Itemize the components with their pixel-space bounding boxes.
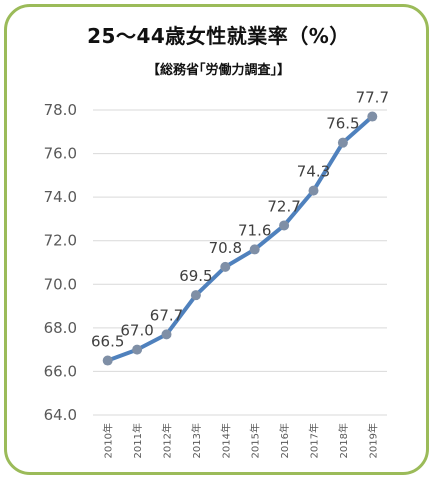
- y-tick-label: 66.0: [44, 362, 77, 380]
- data-point: [367, 111, 378, 122]
- chart-title: 25～44歳女性就業率（%）: [87, 24, 350, 48]
- y-tick-label: 72.0: [44, 232, 77, 250]
- x-tick-label: 2013年: [190, 423, 203, 458]
- data-label: 76.5: [326, 115, 359, 133]
- x-tick-label: 2019年: [366, 423, 379, 458]
- data-label: 77.7: [356, 89, 389, 107]
- data-label: 69.5: [179, 267, 212, 285]
- data-label: 66.5: [91, 333, 124, 351]
- x-tick-label: 2017年: [308, 423, 321, 458]
- y-tick-label: 70.0: [44, 275, 77, 293]
- data-point: [132, 344, 143, 355]
- data-label: 67.7: [150, 306, 183, 324]
- x-tick-label: 2016年: [278, 423, 291, 458]
- data-point: [161, 329, 172, 340]
- y-tick-label: 64.0: [44, 406, 77, 424]
- data-point: [249, 244, 260, 255]
- x-tick-label: 2014年: [219, 423, 232, 458]
- data-point: [308, 185, 319, 196]
- x-tick-label: 2018年: [337, 423, 350, 458]
- data-label: 71.6: [238, 221, 271, 239]
- data-point: [102, 355, 113, 366]
- x-tick-label: 2012年: [161, 423, 174, 458]
- y-tick-label: 78.0: [44, 101, 77, 119]
- y-tick-label: 68.0: [44, 319, 77, 337]
- x-tick-label: 2015年: [249, 423, 262, 458]
- y-tick-label: 76.0: [44, 145, 77, 163]
- data-point: [279, 220, 290, 231]
- data-label: 70.8: [209, 239, 242, 257]
- data-point: [190, 290, 201, 301]
- chart-frame: [4, 4, 429, 475]
- data-point: [220, 261, 231, 272]
- x-tick-label: 2010年: [102, 423, 115, 458]
- chart-subtitle: 【総務省｢労働力調査｣】: [146, 63, 290, 78]
- data-label: 67.0: [120, 322, 153, 340]
- series-line: [105, 114, 375, 363]
- data-point: [337, 137, 348, 148]
- y-tick-label: 74.0: [44, 188, 77, 206]
- x-tick-label: 2011年: [131, 423, 144, 458]
- data-label: 72.7: [267, 197, 300, 215]
- data-label: 74.3: [297, 163, 330, 181]
